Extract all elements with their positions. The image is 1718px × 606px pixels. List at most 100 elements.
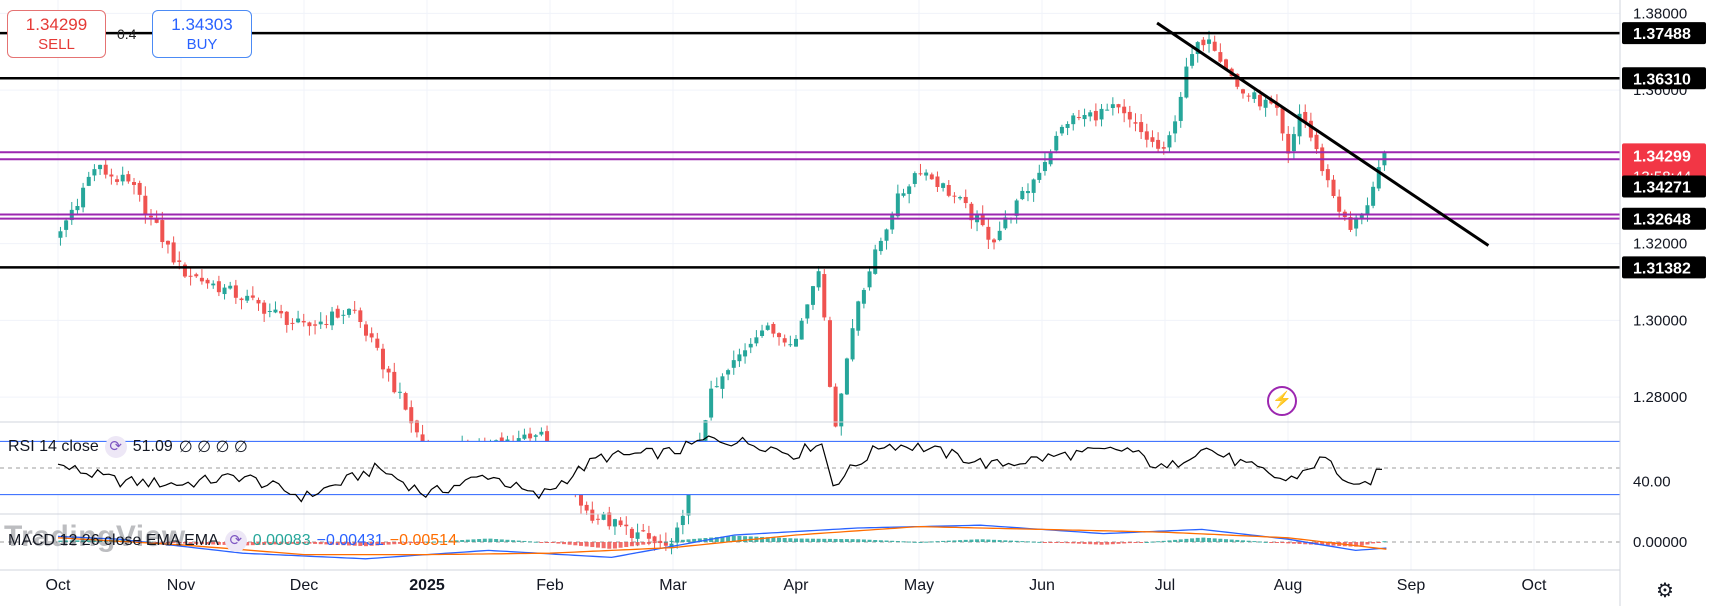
- macd-histogram-bar: [550, 542, 555, 543]
- candle-body: [629, 528, 634, 539]
- candle-body: [658, 540, 663, 544]
- macd-histogram-bar: [765, 537, 770, 542]
- candle-body: [1105, 109, 1110, 111]
- candle-body: [884, 229, 889, 241]
- candle-body: [601, 514, 606, 520]
- candle-body: [1156, 139, 1161, 149]
- macd-histogram-bar: [946, 540, 951, 542]
- candle-body: [1195, 42, 1200, 55]
- macd-histogram-bar: [392, 542, 397, 545]
- macd-histogram-bar: [924, 541, 929, 543]
- candle-body: [188, 275, 193, 277]
- macd-histogram-bar: [1235, 539, 1240, 542]
- macd-histogram-bar: [1303, 542, 1308, 545]
- candle-body: [743, 350, 748, 357]
- candle-body: [341, 314, 346, 316]
- macd-histogram-bar: [941, 540, 946, 542]
- macd-histogram-bar: [777, 537, 782, 542]
- time-tick-label: Jun: [1029, 577, 1055, 594]
- candle-body: [392, 371, 397, 393]
- candle-body: [782, 338, 787, 343]
- macd-histogram-value: 0.00083: [252, 532, 311, 549]
- macd-histogram-bar: [1014, 540, 1019, 542]
- price-axis[interactable]: 1.380001.360001.320001.300001.2800040.00…: [1622, 5, 1706, 551]
- line-price-label-bg: [1622, 22, 1706, 45]
- time-tick-label: 2025: [409, 577, 445, 594]
- candle-body: [1291, 134, 1296, 152]
- macd-histogram-bar: [686, 539, 691, 542]
- rsi-line: [57, 435, 1383, 503]
- candle-body: [754, 337, 759, 344]
- candle-body: [777, 333, 782, 338]
- macd-histogram-bar: [92, 540, 97, 542]
- candle-body: [1184, 66, 1189, 98]
- candle-body: [1144, 131, 1149, 140]
- macd-histogram-bar: [992, 539, 997, 542]
- macd-histogram-bar: [986, 539, 991, 542]
- macd-histogram-bar: [963, 539, 968, 542]
- macd-histogram-bar: [256, 542, 261, 545]
- candle-body: [714, 386, 719, 388]
- gear-icon[interactable]: ⚙: [1656, 580, 1674, 602]
- trendline-segment[interactable]: [1156, 21, 1490, 247]
- macd-histogram-bar: [612, 542, 617, 549]
- candle-body: [958, 197, 963, 199]
- macd-histogram-bar: [69, 540, 74, 542]
- candle-body: [1240, 89, 1245, 94]
- candle-body: [652, 536, 657, 542]
- macd-histogram-bar: [822, 538, 827, 542]
- candle-body: [816, 271, 821, 288]
- macd-histogram-bar: [850, 539, 855, 542]
- macd-histogram-bar: [1190, 538, 1195, 542]
- refresh-icon[interactable]: ⟳: [104, 436, 127, 458]
- candle-body: [154, 218, 159, 223]
- sell-button[interactable]: 1.34299 SELL: [7, 10, 106, 58]
- horizontal-lines[interactable]: [0, 31, 1620, 269]
- macd-histogram-bar: [375, 542, 380, 546]
- macd-histogram-bar: [460, 539, 465, 542]
- macd-histogram-bar: [590, 542, 595, 548]
- macd-histogram-bar: [573, 542, 578, 546]
- macd-histogram-bar: [301, 542, 306, 544]
- macd-histogram-bar: [352, 542, 357, 546]
- macd-histogram-bar: [1201, 537, 1206, 542]
- line-price-label: 1.37488: [1633, 26, 1691, 43]
- candle-body: [1178, 96, 1183, 121]
- rsi-level-label: 40.00: [1633, 473, 1671, 490]
- macd-legend[interactable]: MACD 12 26 close EMA EMA ⟳ 0.00083 −0.00…: [8, 530, 457, 552]
- macd-histogram-bar: [799, 538, 804, 542]
- candle-body: [771, 323, 776, 334]
- candle-body: [969, 203, 974, 221]
- candle-body: [1252, 92, 1257, 99]
- time-tick-label: Mar: [659, 577, 687, 594]
- macd-histogram-bar: [330, 542, 335, 545]
- macd-histogram-bar: [895, 541, 900, 543]
- candle-body: [81, 187, 86, 208]
- candle-body: [120, 174, 125, 182]
- candle-body: [590, 509, 595, 521]
- macd-histogram-bar: [1150, 541, 1155, 543]
- candle-body: [703, 420, 708, 441]
- macd-histogram-bar: [528, 541, 533, 543]
- trendline[interactable]: [1156, 21, 1490, 247]
- candle-body: [686, 481, 691, 516]
- time-axis[interactable]: Oct Nov Dec 2025 Feb Mar Apr May Jun Jul Aug Sep Oct: [46, 577, 1547, 594]
- refresh-icon[interactable]: ⟳: [224, 530, 247, 552]
- time-tick-label: Aug: [1274, 577, 1302, 594]
- candle-body: [1201, 39, 1206, 46]
- macd-histogram-bar: [1025, 541, 1030, 543]
- buy-button[interactable]: 1.34303 BUY: [152, 10, 252, 58]
- macd-histogram-bar: [929, 541, 934, 543]
- rsi-legend[interactable]: RSI 14 close ⟳ 51.09 ∅ ∅ ∅ ∅: [8, 436, 248, 458]
- candle-body: [646, 533, 651, 539]
- lightning-icon[interactable]: ⚡: [1267, 386, 1297, 416]
- macd-histogram-bar: [279, 542, 284, 545]
- time-tick-label: May: [904, 577, 934, 594]
- macd-histogram-bar: [969, 539, 974, 542]
- macd-histogram-bar: [861, 539, 866, 542]
- candle-body: [262, 302, 267, 314]
- macd-histogram-bar: [86, 540, 91, 542]
- candle-body: [986, 226, 991, 240]
